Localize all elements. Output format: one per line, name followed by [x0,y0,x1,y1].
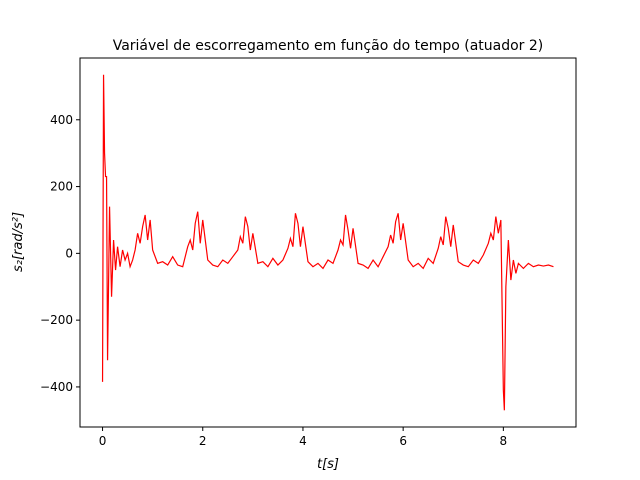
x-tick-label: 2 [199,434,207,448]
y-tick-label: 0 [65,246,73,260]
data-line [101,74,554,411]
y-tick-label: −400 [40,380,73,394]
plot-frame [79,57,577,428]
y-tick-label: 200 [50,180,73,194]
x-tick-label: 6 [399,434,407,448]
y-tick-label: −200 [40,313,73,327]
chart-title: Variável de escorregamento em função do … [113,38,544,54]
x-tick-label: 4 [299,434,307,448]
x-axis-label: t[s] [317,457,339,472]
x-tick-label: 8 [500,434,508,448]
y-axis-label: s₂[rad/s²] [11,212,26,272]
x-tick-label: 0 [99,434,107,448]
y-tick-label: 400 [50,113,73,127]
